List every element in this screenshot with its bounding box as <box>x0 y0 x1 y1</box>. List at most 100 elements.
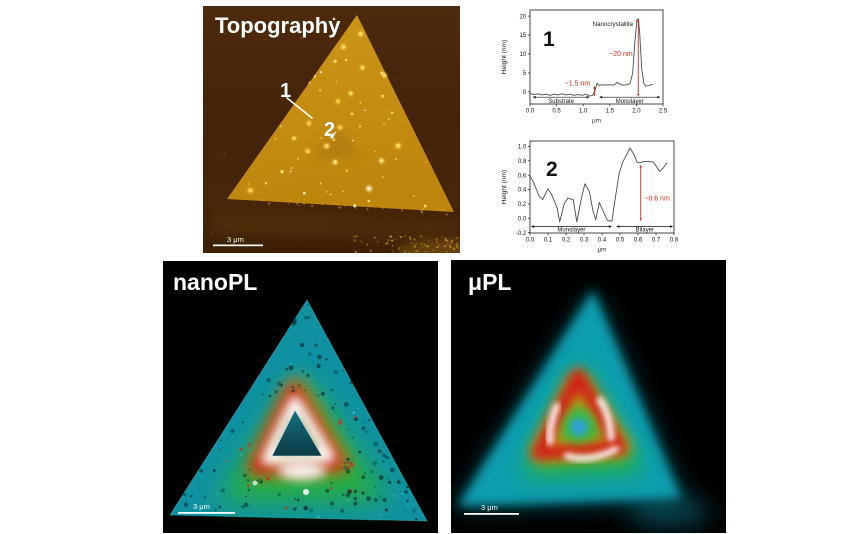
bright-speck <box>352 411 355 414</box>
pinhole <box>343 462 346 465</box>
pinhole <box>351 458 354 461</box>
topography-scalebar-label: 3 μm <box>227 235 244 244</box>
profile2-line <box>529 147 668 223</box>
topography-image: Topography 1 2 3 μm <box>203 6 481 266</box>
pinhole <box>361 475 366 480</box>
pinhole <box>259 480 263 484</box>
substrate-speck <box>386 111 389 113</box>
pinhole <box>340 508 345 513</box>
pinhole <box>349 380 353 385</box>
profile1-line <box>529 18 653 97</box>
upl-image: μPL 3 μm <box>451 260 726 533</box>
nanocrystallite-dot <box>264 182 267 185</box>
bright-speck <box>315 358 318 360</box>
profile1-ytick-label-3: 15 <box>520 33 527 39</box>
pinhole <box>377 449 382 454</box>
pinhole <box>316 363 321 368</box>
nanocrystallite-dot <box>290 166 293 169</box>
profile2-xtick-label-8: 0.8 <box>670 238 679 244</box>
profile2-xtick-label-5: 0.5 <box>616 238 625 244</box>
pinhole <box>330 501 334 506</box>
arrowhead <box>593 93 596 97</box>
edge-speck <box>401 209 404 212</box>
dust-speck <box>353 235 355 238</box>
edge-speck <box>420 209 423 213</box>
nanocrystallite-dot <box>305 149 310 154</box>
dust-speck <box>387 239 390 242</box>
pinhole <box>370 470 374 474</box>
arrowhead <box>670 225 674 228</box>
red-speck <box>339 467 343 471</box>
dust-speck <box>380 236 382 239</box>
dust-speck <box>451 239 454 242</box>
nanocrystallite-dot <box>358 31 363 36</box>
pinhole <box>330 388 334 392</box>
nanocrystallite-dot <box>413 194 415 197</box>
marker-1-pointer-line <box>286 97 313 119</box>
pinhole <box>406 485 409 489</box>
pinhole <box>345 468 351 474</box>
pinhole <box>353 496 358 501</box>
pinhole <box>244 495 247 498</box>
dust-speck <box>394 239 397 241</box>
dust-speck <box>399 235 403 239</box>
nanopl-title: nanoPL <box>173 269 257 295</box>
edge-speck <box>381 204 383 206</box>
arrowhead <box>616 225 620 228</box>
nanocrystallite-dot <box>424 161 427 164</box>
profile2-region-label-1: Bilayer <box>636 228 654 234</box>
pinhole <box>378 475 384 480</box>
pinhole <box>353 501 358 506</box>
dust-speck <box>450 241 453 244</box>
bright-speck <box>374 463 376 466</box>
profile1-xtick-label-2: 1.0 <box>579 109 588 115</box>
pinhole <box>329 388 331 391</box>
pinhole <box>247 488 251 492</box>
nanocrystallite-dot <box>359 101 362 104</box>
pinhole <box>361 491 365 495</box>
arrowhead <box>593 85 596 89</box>
pinhole <box>218 505 222 509</box>
arrowhead <box>586 95 590 99</box>
profile2-xlabel: μm <box>597 247 606 254</box>
bright-particle-dot <box>332 17 336 21</box>
nanocrystallite-dot <box>280 169 284 174</box>
arrowhead <box>639 164 642 168</box>
pinhole <box>294 497 297 500</box>
dust-speck <box>446 243 449 245</box>
edge-speck <box>368 204 371 207</box>
dust-speck <box>404 235 406 237</box>
profile2-region-label-0: Monolayer <box>557 228 585 234</box>
pinhole <box>365 430 368 433</box>
edge-speck <box>343 204 346 207</box>
nanocrystallite-dot <box>248 188 253 193</box>
pinhole <box>349 461 352 464</box>
dust-speck <box>421 251 423 253</box>
substrate-speck <box>290 186 293 189</box>
pinhole <box>299 343 305 348</box>
edge-speck <box>382 207 384 210</box>
topography-marker-2: 2 <box>324 119 335 141</box>
bright-speck <box>406 504 409 507</box>
dust-speck <box>450 240 454 243</box>
profile1-annotation-0: Nanocrystallite <box>593 21 634 28</box>
monolayer-triangle <box>227 15 454 212</box>
edge-speck <box>422 208 425 211</box>
dust-speck <box>367 243 369 245</box>
dust-speck <box>400 245 403 248</box>
dust-speck <box>384 244 386 246</box>
pinhole <box>361 426 366 431</box>
arrowhead <box>608 225 612 228</box>
substrate-speck <box>245 21 247 23</box>
profile2-panel-number: 2 <box>546 158 558 181</box>
dust-speck <box>365 243 369 246</box>
dust-speck <box>387 242 389 245</box>
profile1-xlabel: μm <box>592 118 601 125</box>
pinhole <box>306 373 310 377</box>
nanocrystallite-dot <box>341 44 346 49</box>
pinhole <box>333 403 336 406</box>
dust-speck <box>390 239 394 243</box>
nanocrystallite-dot <box>374 150 377 153</box>
red-speck <box>255 462 259 466</box>
nanocrystallite-dot <box>381 176 384 179</box>
